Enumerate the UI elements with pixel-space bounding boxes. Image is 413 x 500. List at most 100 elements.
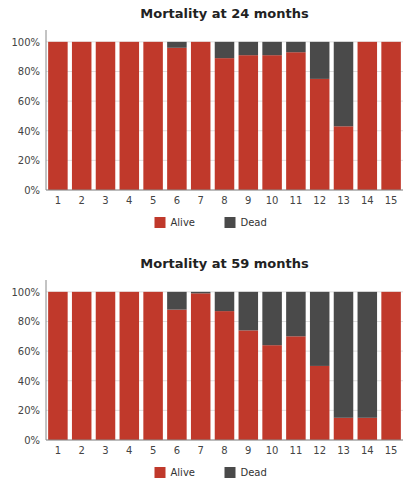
bar <box>48 42 68 190</box>
x-tick-label: 9 <box>245 195 251 206</box>
bar <box>310 292 330 366</box>
bar <box>239 55 259 190</box>
bar <box>215 292 235 311</box>
x-tick-label: 8 <box>221 195 227 206</box>
bar <box>48 291 68 292</box>
x-tick-label: 13 <box>337 445 350 456</box>
y-tick-label: 100% <box>11 287 40 298</box>
x-tick-label: 2 <box>79 445 85 456</box>
bar <box>48 292 68 440</box>
bar <box>310 42 330 79</box>
bar <box>239 292 259 331</box>
y-tick-label: 80% <box>18 316 40 327</box>
x-tick-label: 3 <box>102 195 108 206</box>
x-tick-label: 5 <box>150 445 156 456</box>
bar <box>262 55 282 190</box>
x-axis-line <box>46 190 403 191</box>
bar <box>358 41 378 42</box>
bar <box>334 42 354 126</box>
y-tick-label: 0% <box>24 185 40 196</box>
y-tick-label: 60% <box>18 96 40 107</box>
legend-label: Alive <box>171 467 195 478</box>
x-tick-label: 6 <box>174 445 180 456</box>
bar <box>239 42 259 55</box>
x-tick-label: 5 <box>150 195 156 206</box>
bar <box>120 42 140 190</box>
bar <box>215 58 235 190</box>
y-tick-label: 80% <box>18 66 40 77</box>
bar <box>143 42 163 190</box>
bar <box>191 41 211 42</box>
bar <box>358 418 378 440</box>
x-tick-label: 6 <box>174 195 180 206</box>
x-tick-label: 2 <box>79 195 85 206</box>
bar <box>72 292 92 440</box>
y-axis-line <box>46 280 47 440</box>
bar <box>381 291 401 292</box>
bar <box>286 336 306 440</box>
bar <box>96 41 116 42</box>
bar <box>120 41 140 42</box>
legend-label: Dead <box>241 217 267 228</box>
bar <box>381 42 401 190</box>
bar <box>120 292 140 440</box>
x-tick-label: 1 <box>55 195 61 206</box>
x-axis-line <box>46 440 403 441</box>
bar <box>334 418 354 440</box>
bar <box>167 310 187 440</box>
bar <box>334 292 354 418</box>
bar <box>215 42 235 58</box>
bar <box>358 42 378 190</box>
bar <box>286 292 306 336</box>
bar <box>96 42 116 190</box>
x-tick-label: 9 <box>245 445 251 456</box>
bar <box>120 291 140 292</box>
x-tick-label: 10 <box>266 445 279 456</box>
chart-title: Mortality at 24 months <box>140 6 309 21</box>
bar <box>310 79 330 190</box>
x-tick-label: 15 <box>385 445 398 456</box>
y-tick-label: 40% <box>18 126 40 137</box>
bar <box>48 41 68 42</box>
x-tick-label: 4 <box>126 445 132 456</box>
x-tick-label: 15 <box>385 195 398 206</box>
y-tick-label: 0% <box>24 435 40 446</box>
bar <box>72 41 92 42</box>
legend-label: Alive <box>171 217 195 228</box>
y-tick-label: 20% <box>18 155 40 166</box>
grid-line <box>46 190 403 191</box>
y-tick-label: 40% <box>18 376 40 387</box>
x-tick-label: 8 <box>221 445 227 456</box>
bar <box>262 42 282 55</box>
x-tick-label: 11 <box>290 195 303 206</box>
x-tick-label: 12 <box>313 195 326 206</box>
bars <box>48 42 401 190</box>
legend-swatch <box>225 217 236 228</box>
chart-panel: Mortality at 59 months0%20%40%60%80%100%… <box>11 256 403 478</box>
bar <box>143 41 163 42</box>
bar <box>215 311 235 440</box>
bar <box>191 42 211 190</box>
y-tick-label: 20% <box>18 405 40 416</box>
bar <box>167 48 187 190</box>
bar <box>167 42 187 48</box>
bar <box>167 292 187 310</box>
y-axis-line <box>46 30 47 190</box>
bar <box>143 292 163 440</box>
x-tick-label: 13 <box>337 195 350 206</box>
bar <box>96 291 116 292</box>
y-tick-label: 100% <box>11 37 40 48</box>
x-tick-label: 14 <box>361 445 374 456</box>
x-tick-label: 12 <box>313 445 326 456</box>
legend-label: Dead <box>241 467 267 478</box>
figure: Mortality at 24 months0%20%40%60%80%100%… <box>0 0 413 500</box>
bar <box>72 42 92 190</box>
bar <box>239 330 259 440</box>
legend-swatch <box>155 467 166 478</box>
bar <box>381 41 401 42</box>
bar <box>191 293 211 440</box>
chart-panel: Mortality at 24 months 0% 20% 40% 60% 80% 100%… <box>11 6 403 228</box>
bar <box>286 52 306 190</box>
x-tick-label: 1 <box>55 445 61 456</box>
bar <box>381 292 401 440</box>
